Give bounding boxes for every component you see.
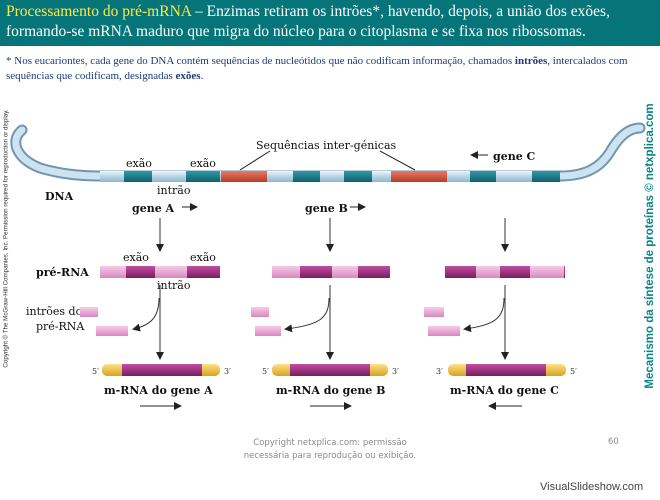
mrna-c-5prime: 5′ [570,367,577,376]
pre-rna-exon-label-1: exão [123,251,149,264]
note-exon-term: exões [175,70,201,82]
removed-intron-b2 [255,326,281,336]
dna-exon-b2 [344,171,372,182]
note-intron-term: intrões [514,55,548,67]
page-number: 60 [608,437,619,447]
removed-introns-label-2: pré-RNA [36,320,85,333]
removed-intron-a1 [80,307,98,317]
intergenic-region-1 [221,171,267,182]
mrna-b-5prime: 5′ [262,367,269,376]
intergenic-pointer-2 [379,150,416,171]
removed-introns-label-1: intrões do [26,305,83,318]
dna-strand [10,122,646,182]
mrna-a-3prime: 3′ [224,367,231,376]
removed-intron-c2 [428,326,460,336]
dna-exon-c2 [532,171,560,182]
note-part2: , intercalados com sequências que codifi… [6,55,628,82]
intergenic-region-2 [391,171,447,182]
dna-exon-label-1: exão [126,157,152,170]
mrna-c-label: m-RNA do gene C [450,384,559,397]
pre-rna-label: pré-RNA [36,266,89,279]
dna-label: DNA [45,190,74,203]
mrna-gene-b [272,364,388,376]
pre-rna-intron-label: intrão [157,279,191,292]
dna-exon-c1 [470,171,496,182]
mrna-gene-c [448,364,566,376]
removed-intron-c1 [424,307,444,317]
footer-line-2: necessária para reprodução ou exibição. [243,451,417,461]
gene-b-label: gene B [305,202,348,215]
pre-rna-gene-c [445,266,565,278]
mrna-a-label: m-RNA do gene A [104,384,213,397]
note-part1: * Nos eucariontes, cada gene do DNA cont… [6,55,515,67]
mrna-b-label: m-RNA do gene B [276,384,385,397]
dna-intron-label: intrão [157,184,191,197]
brand-watermark: VisualSlideshow.com [540,481,644,493]
footer-line-1: Copyright netxplica.com: permissão [253,438,407,448]
mrna-c-3prime: 3′ [436,367,443,376]
intergenic-label: Sequências inter-génicas [256,139,397,152]
mrna-b-3prime: 3′ [392,367,399,376]
intron-removal-arrow-c [463,297,505,333]
dna-exon-b1 [293,171,320,182]
intergenic-pointer-1 [239,150,271,171]
intron-removal-arrow-b [284,297,330,333]
gene-a-label: gene A [132,202,175,215]
title-text: – Enzimas retiram os intrões*, havendo, … [6,3,610,40]
removed-intron-a2 [96,326,128,336]
mrna-a-5prime: 5′ [92,367,99,376]
intron-removal-arrow-a [132,297,160,332]
removed-intron-b1 [251,307,269,317]
pre-rna-gene-b [272,266,390,278]
pre-rna-exon-label-2: exão [190,251,216,264]
dna-exon-label-2: exão [190,157,216,170]
note-part3: . [200,70,204,82]
dna-exon-a1 [124,171,152,182]
slide-title: Processamento do pré-mRNA – Enzimas reti… [0,0,660,46]
footer-copyright: Copyright netxplica.com: permissão neces… [200,437,460,463]
dna-exon-a2 [186,171,220,182]
pre-rna-gene-a [100,266,220,278]
footnote: * Nos eucariontes, cada gene do DNA cont… [6,54,656,84]
mrna-gene-a [102,364,220,376]
gene-c-label: gene C [493,150,536,163]
title-highlight: Processamento do pré-mRNA [6,3,192,20]
